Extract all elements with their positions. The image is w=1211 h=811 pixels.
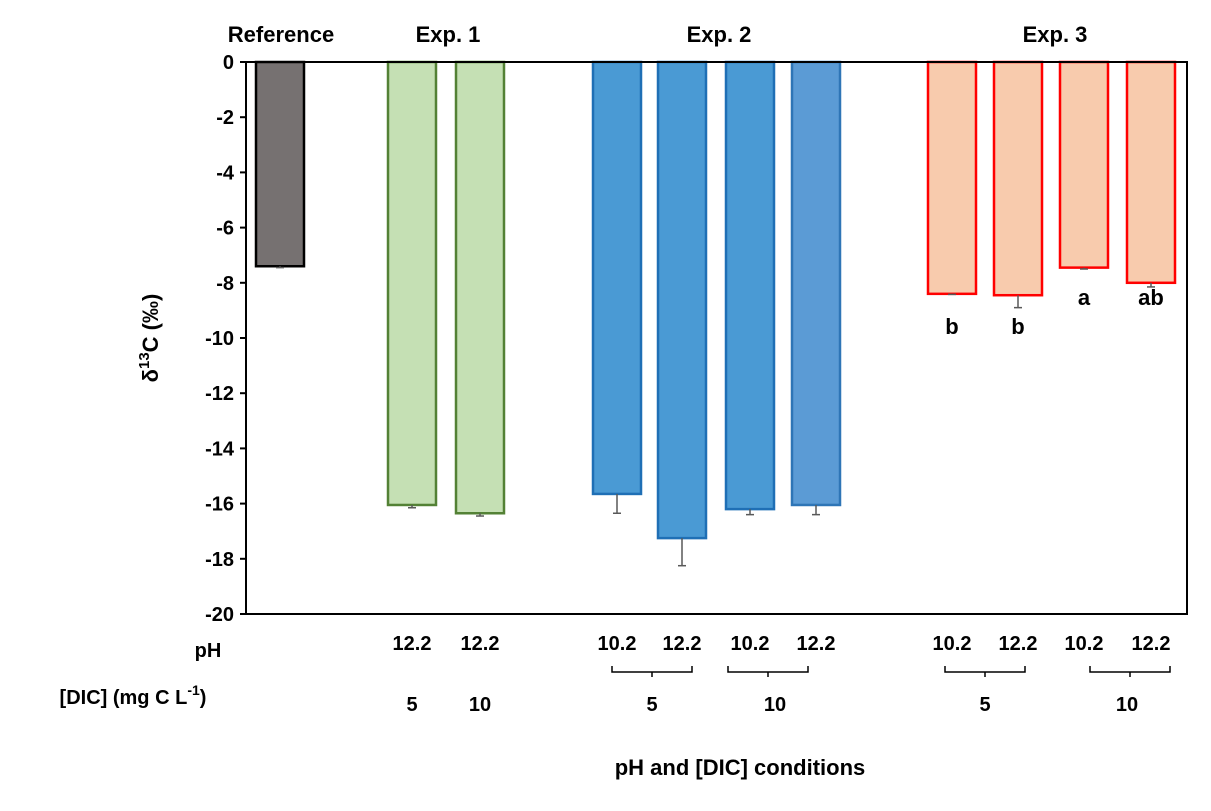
y-axis-title-suffix: C (‰)	[138, 294, 163, 353]
dic-label: 5	[646, 694, 657, 716]
bar	[254, 60, 306, 268]
ph-label: 12.2	[461, 633, 500, 655]
dic-bracket	[727, 666, 809, 677]
bar	[591, 60, 643, 496]
significance-letter: ab	[1138, 285, 1164, 310]
group-labels: Reference Exp. 1 Exp. 2 Exp. 3	[228, 22, 1088, 47]
plot-frame	[245, 61, 1188, 615]
y-tick-label: -8	[216, 273, 234, 295]
ph-label: 12.2	[393, 633, 432, 655]
y-axis: 0 -2 -4 -6 -8 -10 -12 -14 -16 -18 -20	[205, 52, 246, 626]
dic-label: 10	[764, 694, 786, 716]
group-label: Exp. 1	[416, 22, 481, 47]
dic-label: 10	[1116, 694, 1138, 716]
bar	[1058, 60, 1110, 269]
error-bars	[276, 266, 1155, 567]
significance-letter: b	[1011, 314, 1024, 339]
group-label: Exp. 2	[687, 22, 752, 47]
dic-row-label-suffix: )	[200, 687, 207, 709]
y-tick-label: 0	[223, 52, 234, 74]
ph-label: 12.2	[1132, 633, 1171, 655]
ph-row-label: pH	[195, 640, 222, 662]
group-label: Exp. 3	[1023, 22, 1088, 47]
bar	[992, 60, 1044, 297]
ph-label: 10.2	[933, 633, 972, 655]
dic-label: 5	[979, 694, 990, 716]
y-tick-label: -2	[216, 107, 234, 129]
ph-label: 12.2	[663, 633, 702, 655]
group-label: Reference	[228, 22, 334, 47]
y-tick-label: -6	[216, 218, 234, 240]
ph-label: 10.2	[731, 633, 770, 655]
y-tick-label: -10	[205, 328, 234, 350]
dic-row-label: [DIC] (mg C L-1)	[60, 682, 207, 709]
ph-label: 12.2	[999, 633, 1038, 655]
significance-letter: a	[1078, 285, 1091, 310]
dic-labels: 5 10 5 10 5 10	[406, 694, 1138, 716]
bar	[454, 60, 506, 515]
dic-label: 5	[406, 694, 417, 716]
bar	[790, 60, 842, 507]
ph-label: 12.2	[797, 633, 836, 655]
y-axis-title-prefix: δ	[138, 369, 163, 382]
y-tick-label: -12	[205, 383, 234, 405]
bar	[656, 60, 708, 540]
significance-letters: b b a ab	[945, 285, 1164, 339]
bar	[1125, 60, 1177, 285]
y-axis-title: δ13C (‰)	[136, 294, 163, 383]
y-tick-label: -16	[205, 494, 234, 516]
x-axis-title: pH and [DIC] conditions	[615, 755, 866, 780]
y-tick-label: -4	[216, 162, 235, 184]
bar	[724, 60, 776, 511]
ph-label: 10.2	[598, 633, 637, 655]
y-tick-label: -18	[205, 549, 234, 571]
dic-bracket	[944, 666, 1026, 677]
y-tick-label: -14	[205, 438, 235, 460]
bar	[386, 60, 438, 507]
dic-bracket	[611, 666, 693, 677]
ph-labels: 12.2 12.2 10.2 12.2 10.2 12.2 10.2 12.2 10.2 12.2	[393, 633, 1171, 655]
significance-letter: b	[945, 314, 958, 339]
ph-label: 10.2	[1065, 633, 1104, 655]
bars	[254, 60, 1177, 540]
y-tick-label: -20	[205, 604, 234, 626]
y-axis-title-sup: 13	[136, 352, 153, 369]
dic-row-label-sup: -1	[187, 682, 200, 698]
dic-label: 10	[469, 694, 491, 716]
dic-brackets	[611, 666, 1171, 677]
dic-bracket	[1089, 666, 1171, 677]
dic-row-label-prefix: [DIC] (mg C L	[60, 687, 188, 709]
bar	[926, 60, 978, 296]
